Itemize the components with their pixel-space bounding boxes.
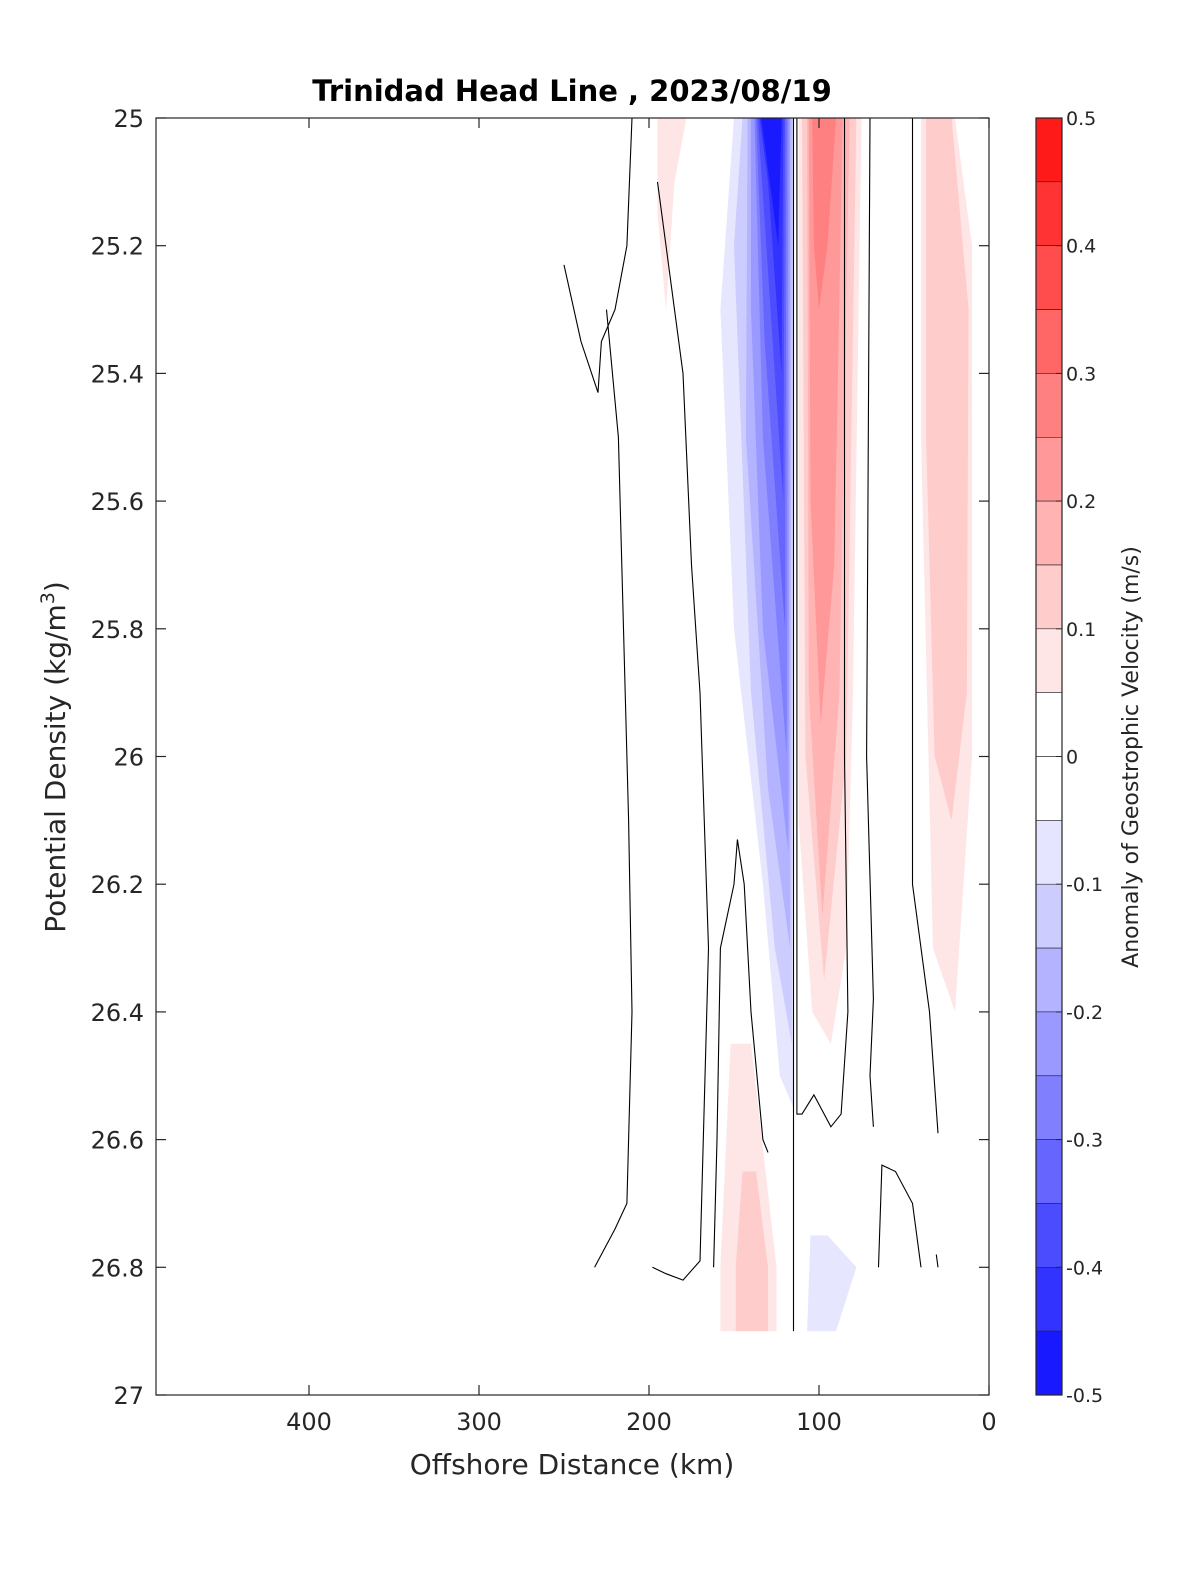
y-axis-title-superscript: 3 bbox=[37, 592, 59, 604]
colorbar-tick-label: -0.4 bbox=[1066, 1257, 1103, 1279]
colorbar-bin bbox=[1035, 628, 1063, 693]
axis-ticks: 400 300 200 100 0 25 25.2 25.4 25.6 25.8 26 26.2 26.… bbox=[91, 105, 997, 1436]
contour-line-zero-line-mid bbox=[652, 181, 710, 1281]
colorbar-bin bbox=[1035, 947, 1063, 1013]
chart-title: Trinidad Head Line , 2023/08/19 bbox=[312, 74, 832, 108]
colorbar-bin bbox=[1035, 117, 1063, 183]
colorbar-bin bbox=[1035, 756, 1063, 821]
contour-line-zero-line-coast-a bbox=[877, 1164, 922, 1268]
colorbar-tick-label: -0.3 bbox=[1066, 1130, 1103, 1152]
filled-region-red-coastal-inner bbox=[926, 118, 969, 821]
y-axis-title: Potential Density (kg/m3) bbox=[37, 581, 72, 933]
colorbar-bin bbox=[1035, 1075, 1063, 1140]
contour-line-zero-line-jet-west bbox=[713, 839, 769, 1268]
colorbar: 0.5 0.4 0.3 0.2 0.1 0 -0.1 -0.2 -0.3 -0.4 -0.5 bbox=[1035, 108, 1103, 1407]
y-tick-label: 26.6 bbox=[91, 1127, 144, 1155]
x-tick-label: 0 bbox=[981, 1408, 996, 1436]
y-tick-label: 25 bbox=[113, 105, 144, 133]
colorbar-bin bbox=[1035, 692, 1063, 757]
colorbar-bin bbox=[1035, 309, 1063, 374]
filled-region-red-deep-inner bbox=[735, 1171, 768, 1332]
contour-line-zero-line-offshore-a bbox=[563, 118, 633, 393]
filled-region-blue-deep-patch bbox=[807, 1235, 857, 1332]
y-tick-label: 26 bbox=[113, 744, 144, 772]
y-tick-label: 26.4 bbox=[91, 999, 144, 1027]
contour-lines bbox=[563, 118, 939, 1332]
filled-region-red-offshore-top bbox=[657, 118, 687, 310]
colorbar-bin bbox=[1035, 500, 1063, 566]
colorbar-bin bbox=[1035, 373, 1063, 438]
colorbar-tick-label: 0.4 bbox=[1066, 236, 1096, 258]
x-tick-label: 200 bbox=[626, 1408, 672, 1436]
colorbar-tick-label: 0.5 bbox=[1066, 108, 1096, 130]
y-axis-title-text: Potential Density (kg/m bbox=[39, 604, 72, 933]
colorbar-bin bbox=[1035, 820, 1063, 885]
y-tick-label: 25.6 bbox=[91, 488, 144, 516]
colorbar-tick-label: 0.3 bbox=[1066, 363, 1096, 385]
colorbar-bin bbox=[1035, 883, 1063, 949]
x-tick-label: 100 bbox=[796, 1408, 842, 1436]
colorbar-tick-label: 0.1 bbox=[1066, 619, 1096, 641]
y-tick-label: 25.2 bbox=[91, 233, 144, 261]
y-tick-label: 25.4 bbox=[91, 360, 144, 388]
plot-area bbox=[156, 118, 989, 1395]
colorbar-bin bbox=[1035, 1330, 1063, 1396]
colorbar-bin bbox=[1035, 564, 1063, 630]
y-tick-label: 26.2 bbox=[91, 871, 144, 899]
y-tick-label: 27 bbox=[113, 1382, 144, 1410]
y-axis-title-close: ) bbox=[39, 581, 72, 592]
colorbar-bin bbox=[1035, 245, 1063, 310]
colorbar-bin bbox=[1035, 1139, 1063, 1204]
contour-line-zero-line-offshore-b bbox=[594, 309, 633, 1268]
x-tick-label: 300 bbox=[456, 1408, 502, 1436]
colorbar-tick-label: 0.2 bbox=[1066, 491, 1096, 513]
colorbar-bin bbox=[1035, 181, 1063, 246]
colorbar-tick-label: -0.2 bbox=[1066, 1002, 1103, 1024]
x-axis-title: Offshore Distance (km) bbox=[410, 1448, 735, 1481]
x-tick-label: 400 bbox=[286, 1408, 332, 1436]
contour-line-zero-line-coast-c bbox=[866, 118, 874, 1127]
y-tick-label: 26.8 bbox=[91, 1254, 144, 1282]
filled-region-blue-jet-core bbox=[761, 118, 782, 246]
colorbar-title: Anomaly of Geostrophic Velocity (m/s) bbox=[1119, 546, 1144, 968]
colorbar-bin bbox=[1035, 436, 1063, 502]
colorbar-tick-label: -0.5 bbox=[1066, 1385, 1103, 1407]
colorbar-bin bbox=[1035, 1203, 1063, 1268]
contour-line-zero-line-coast-d bbox=[935, 1254, 939, 1268]
colorbar-bin bbox=[1035, 1267, 1063, 1332]
contour-line-zero-line-coast-b bbox=[911, 118, 939, 1134]
y-tick-label: 25.8 bbox=[91, 616, 144, 644]
colorbar-tick-label: -0.1 bbox=[1066, 874, 1103, 896]
filled-region-red-band-4 bbox=[812, 118, 836, 310]
contour-line-zero-line-jet-east bbox=[796, 118, 849, 1128]
colorbar-bin bbox=[1035, 1011, 1063, 1077]
colorbar-tick-label: 0 bbox=[1066, 747, 1078, 769]
